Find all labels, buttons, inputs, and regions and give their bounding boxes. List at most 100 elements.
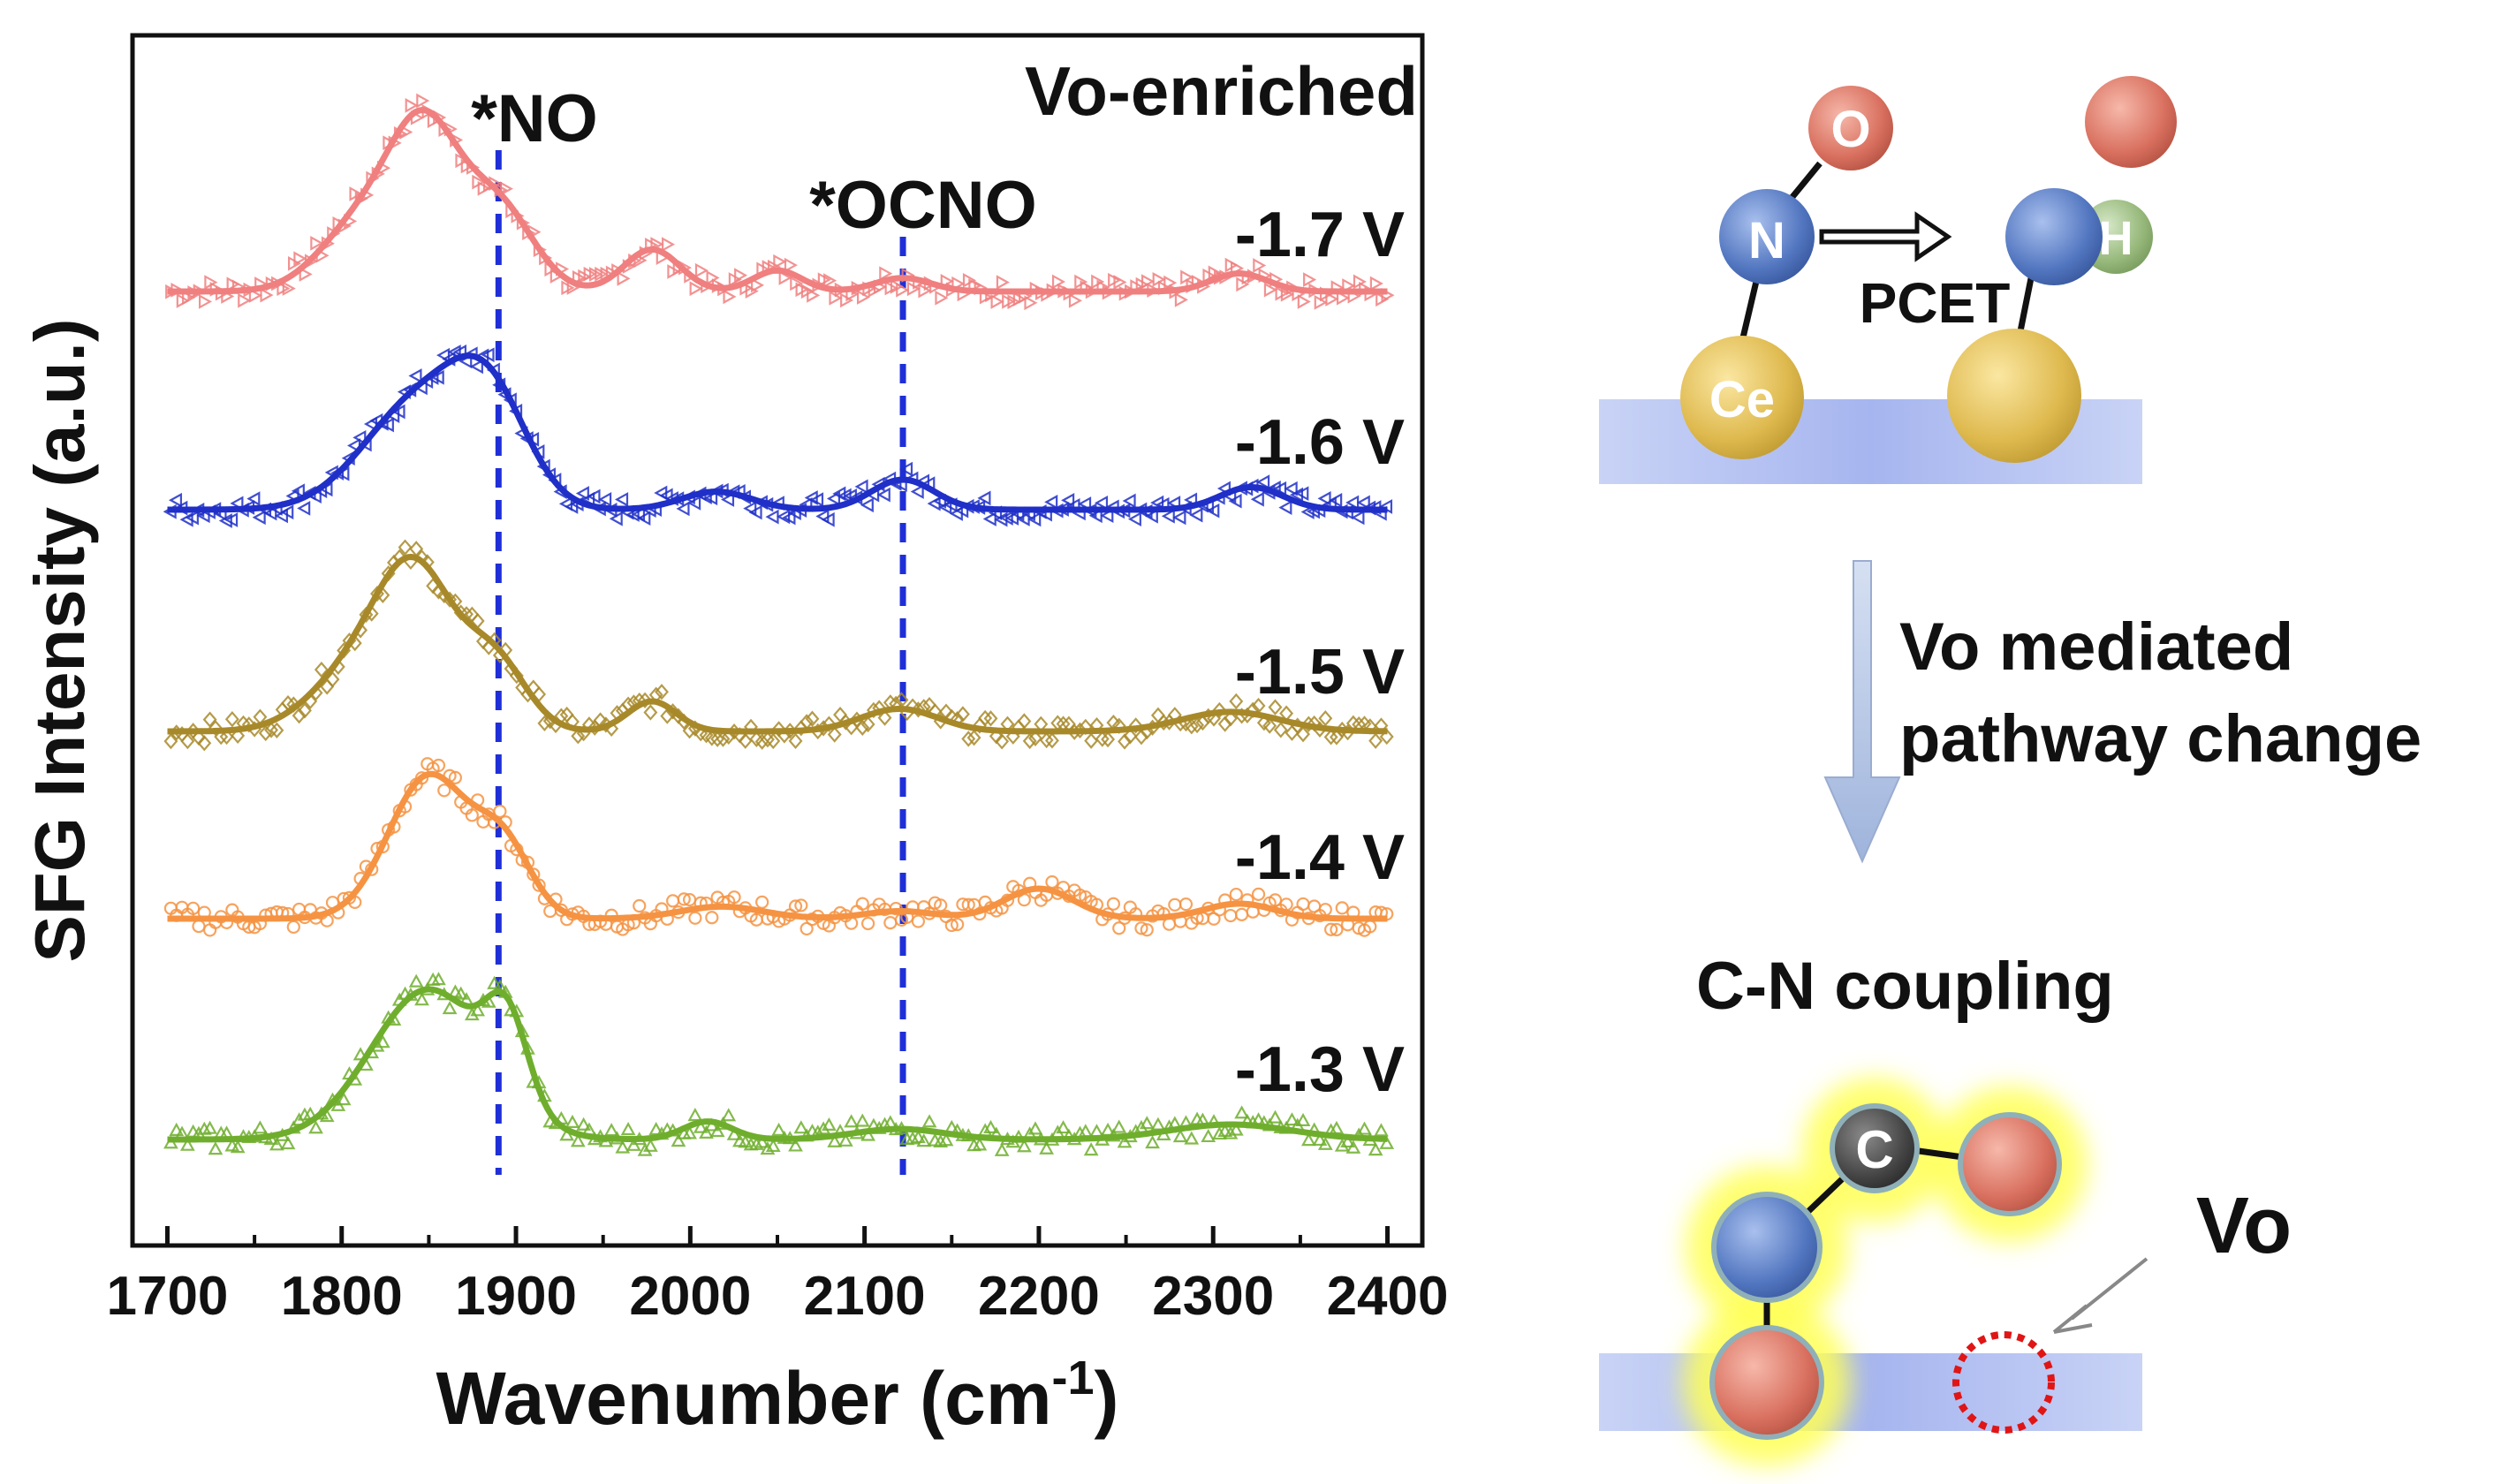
data-point	[1368, 732, 1383, 749]
data-point	[688, 911, 702, 925]
pcet-diagram: O N Ce PCET H	[1599, 76, 2177, 484]
data-point	[380, 417, 394, 433]
data-point	[292, 707, 307, 724]
data-point	[1268, 1109, 1283, 1124]
data-point	[788, 899, 803, 913]
data-point	[899, 461, 913, 477]
data-point	[721, 728, 736, 746]
data-point	[911, 1129, 926, 1144]
data-point	[442, 1001, 458, 1015]
data-point	[1285, 724, 1300, 741]
data-point	[1300, 1132, 1316, 1147]
data-point	[1223, 1125, 1239, 1140]
data-point	[734, 268, 748, 284]
data-point	[738, 1134, 754, 1148]
reference-lines	[495, 150, 906, 1175]
data-point	[1234, 1105, 1249, 1119]
data-point	[754, 1134, 770, 1148]
data-point	[1317, 1136, 1333, 1150]
data-point	[689, 281, 703, 297]
data-point	[238, 292, 252, 308]
data-point	[1301, 716, 1316, 732]
data-point	[559, 1127, 575, 1141]
data-point	[1044, 732, 1059, 749]
atom-n-bottom	[1711, 1192, 1823, 1303]
data-point	[1228, 1122, 1244, 1136]
data-point	[1094, 495, 1109, 511]
plot-frame	[130, 33, 1425, 1248]
x-tick-label-1900: 1900	[455, 1266, 577, 1327]
data-point	[1118, 733, 1132, 750]
data-point	[721, 1108, 737, 1122]
data-point	[784, 257, 798, 273]
data-point	[1172, 1129, 1188, 1143]
data-point	[197, 735, 212, 752]
data-point	[765, 1138, 781, 1153]
data-point	[1184, 718, 1199, 735]
data-point	[1101, 731, 1116, 748]
data-point	[1369, 276, 1383, 292]
data-point	[487, 975, 502, 989]
data-point	[465, 808, 479, 822]
data-point	[1268, 699, 1283, 716]
data-point	[961, 897, 975, 912]
data-point	[777, 509, 791, 525]
data-point	[1150, 1117, 1166, 1131]
data-point	[860, 916, 875, 931]
data-point	[788, 1138, 803, 1152]
data-point	[1056, 1120, 1071, 1134]
data-point	[1356, 495, 1370, 511]
data-point	[1296, 897, 1310, 912]
x-tick-label-2200: 2200	[978, 1266, 1100, 1327]
data-point	[336, 1092, 352, 1106]
data-point	[453, 986, 469, 1000]
data-point	[638, 692, 653, 708]
data-point	[282, 281, 296, 296]
data-point	[821, 511, 835, 527]
data-point	[823, 273, 837, 289]
data-point	[1250, 491, 1264, 507]
data-point	[1144, 508, 1158, 524]
data-point	[1039, 1140, 1054, 1155]
data-point	[938, 1132, 954, 1147]
data-point	[431, 758, 446, 773]
data-point	[260, 287, 274, 303]
data-point	[1325, 292, 1339, 307]
x-tick-label-2100: 2100	[804, 1266, 926, 1327]
data-point	[620, 1122, 636, 1136]
data-point	[565, 1114, 580, 1128]
data-point	[1278, 500, 1292, 515]
oxygen-vacancy	[1952, 1331, 2055, 1434]
data-point	[414, 771, 429, 785]
data-point	[983, 710, 998, 727]
vacancy-label: Vo	[2196, 1182, 2292, 1270]
data-point	[1324, 922, 1338, 936]
data-point	[754, 733, 769, 750]
data-point	[1068, 292, 1082, 308]
data-point	[1095, 731, 1110, 747]
chart-title: Vo-enriched	[1025, 52, 1418, 130]
data-point	[866, 701, 881, 719]
data-point	[748, 1136, 764, 1150]
data-point	[773, 254, 787, 269]
data-point	[297, 501, 311, 516]
atom-ox-base	[1709, 1325, 1824, 1440]
data-point	[297, 702, 312, 719]
data-point	[716, 731, 731, 747]
data-point	[955, 706, 970, 723]
fit-line--1.7 V	[167, 107, 1388, 295]
data-point	[1229, 887, 1243, 902]
data-point	[464, 1007, 480, 1021]
data-point	[749, 731, 764, 747]
data-point	[292, 902, 307, 917]
data-point	[218, 513, 232, 528]
data-point	[1201, 1128, 1216, 1143]
data-point	[961, 731, 976, 747]
atom-o-bottom	[1958, 1112, 2062, 1216]
x-axis-label-sup: -1	[1052, 1352, 1095, 1404]
bond-c-o	[1912, 1147, 1964, 1161]
series-label-1.5v: -1.5 V	[1235, 637, 1405, 708]
data-point	[910, 484, 924, 499]
data-point	[1229, 693, 1244, 710]
data-point	[414, 992, 429, 1006]
